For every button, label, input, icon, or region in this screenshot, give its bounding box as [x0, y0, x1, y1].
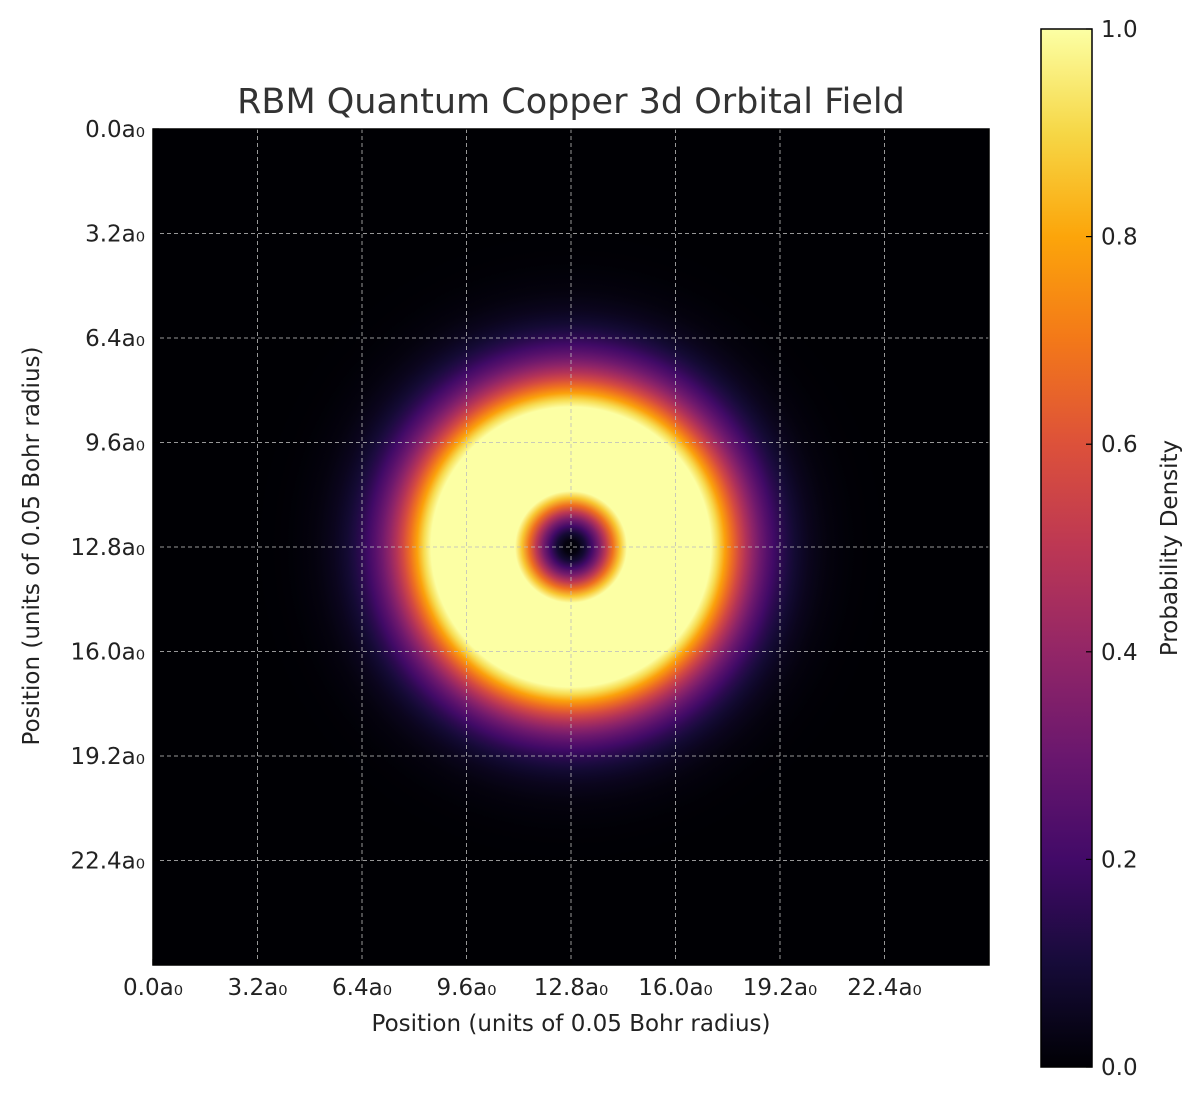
- y-tick-label: 22.4a₀: [70, 849, 145, 875]
- colorbar-tick-label: 0.8: [1101, 225, 1138, 251]
- colorbar-tick-label: 1.0: [1101, 17, 1138, 43]
- y-tick-label: 9.6a₀: [85, 431, 145, 457]
- x-tick-label: 3.2a₀: [228, 975, 288, 1001]
- colorbar-tick-label: 0.0: [1101, 1055, 1138, 1081]
- x-tick-label: 22.4a₀: [847, 975, 922, 1001]
- x-tick-label: 0.0a₀: [123, 975, 183, 1001]
- colorbar-gradient-bar: [1040, 28, 1093, 1068]
- x-tick-label: 6.4a₀: [332, 975, 392, 1001]
- x-axis-ticks: 0.0a₀ 3.2a₀ 6.4a₀ 9.6a₀ 12.8a₀ 16.0a₀ 19.2a₀ 22…: [123, 959, 922, 1001]
- colorbar-label: Probability Density: [1157, 440, 1183, 656]
- y-tick-label: 12.8a₀: [70, 535, 145, 561]
- colorbar-tick-label: 0.2: [1101, 847, 1138, 873]
- colorbar: 0.0 0.2 0.4 0.6 0.8 1.0 Probability Density: [1040, 17, 1183, 1081]
- x-tick-label: 16.0a₀: [638, 975, 713, 1001]
- y-tick-label: 3.2a₀: [85, 222, 145, 248]
- x-axis-label: Position (units of 0.05 Bohr radius): [372, 1011, 771, 1037]
- y-tick-label: 6.4a₀: [85, 326, 145, 352]
- heatmap-area: [152, 128, 990, 966]
- y-axis-ticks: 0.0a₀ 3.2a₀ 6.4a₀ 9.6a₀ 12.8a₀ 16.0a₀ 19.2a₀ 22…: [70, 117, 159, 875]
- y-tick-label: 0.0a₀: [85, 117, 145, 143]
- y-tick-label: 19.2a₀: [70, 744, 145, 770]
- x-tick-label: 19.2a₀: [743, 975, 818, 1001]
- x-tick-label: 12.8a₀: [534, 975, 609, 1001]
- colorbar-tick-label: 0.6: [1101, 432, 1138, 458]
- colorbar-tick-label: 0.4: [1101, 640, 1138, 666]
- x-tick-label: 9.6a₀: [437, 975, 497, 1001]
- y-tick-label: 16.0a₀: [70, 640, 145, 666]
- chart-title: RBM Quantum Copper 3d Orbital Field: [237, 82, 905, 122]
- colorbar-ticks: 0.0 0.2 0.4 0.6 0.8 1.0: [1086, 17, 1138, 1081]
- y-axis-label: Position (units of 0.05 Bohr radius): [19, 347, 45, 746]
